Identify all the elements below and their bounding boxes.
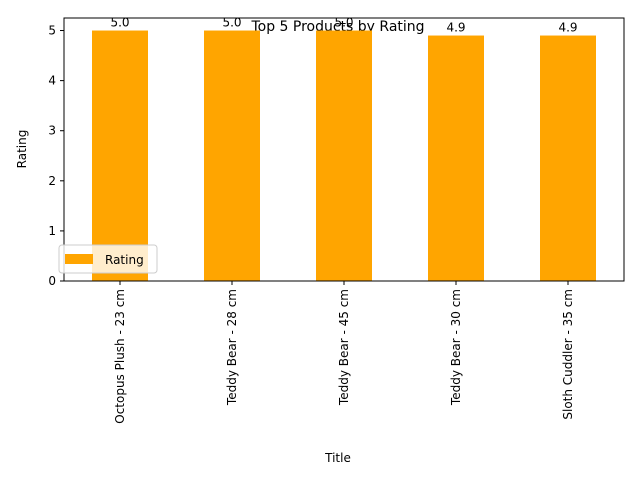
bar-data-label: 5.0 — [110, 16, 129, 30]
x-tick-label: Teddy Bear - 45 cm — [337, 289, 351, 406]
x-tick-label: Sloth Cuddler - 35 cm — [561, 289, 575, 420]
bar-data-label: 4.9 — [558, 21, 577, 35]
x-axis: Octopus Plush - 23 cm Teddy Bear - 28 cm T… — [113, 281, 575, 424]
y-tick-label: 1 — [48, 224, 56, 238]
legend-label: Rating — [105, 253, 144, 267]
y-axis: 0 1 2 3 4 5 — [48, 24, 64, 288]
legend-frame — [58, 244, 158, 274]
bar-data-label: 5.0 — [222, 16, 241, 30]
bar — [316, 30, 372, 282]
y-tick-label: 5 — [48, 24, 56, 38]
y-tick-label: 3 — [48, 124, 56, 138]
chart-title: Top 5 Products by Rating — [250, 19, 424, 35]
y-tick-label: 0 — [48, 274, 56, 288]
bar-data-labels: 5.0 5.0 5.0 4.9 4.9 — [110, 16, 577, 35]
y-tick-label: 2 — [48, 174, 56, 188]
legend: Rating — [58, 244, 158, 274]
x-tick-label: Octopus Plush - 23 cm — [113, 289, 127, 424]
bar-data-label: 5.0 — [334, 16, 353, 30]
x-tick-label: Teddy Bear - 28 cm — [225, 289, 239, 406]
plot-frame — [63, 17, 625, 282]
y-axis-label: Rating — [15, 130, 29, 169]
legend-swatch — [65, 254, 93, 264]
bar — [204, 30, 260, 282]
bar — [540, 35, 596, 282]
x-axis-label: Title — [324, 451, 351, 465]
bar-data-label: 4.9 — [446, 21, 465, 35]
bars-group — [92, 30, 596, 282]
x-tick-label: Teddy Bear - 30 cm — [449, 289, 463, 406]
bar — [428, 35, 484, 282]
y-tick-label: 4 — [48, 74, 56, 88]
bar — [92, 30, 148, 282]
